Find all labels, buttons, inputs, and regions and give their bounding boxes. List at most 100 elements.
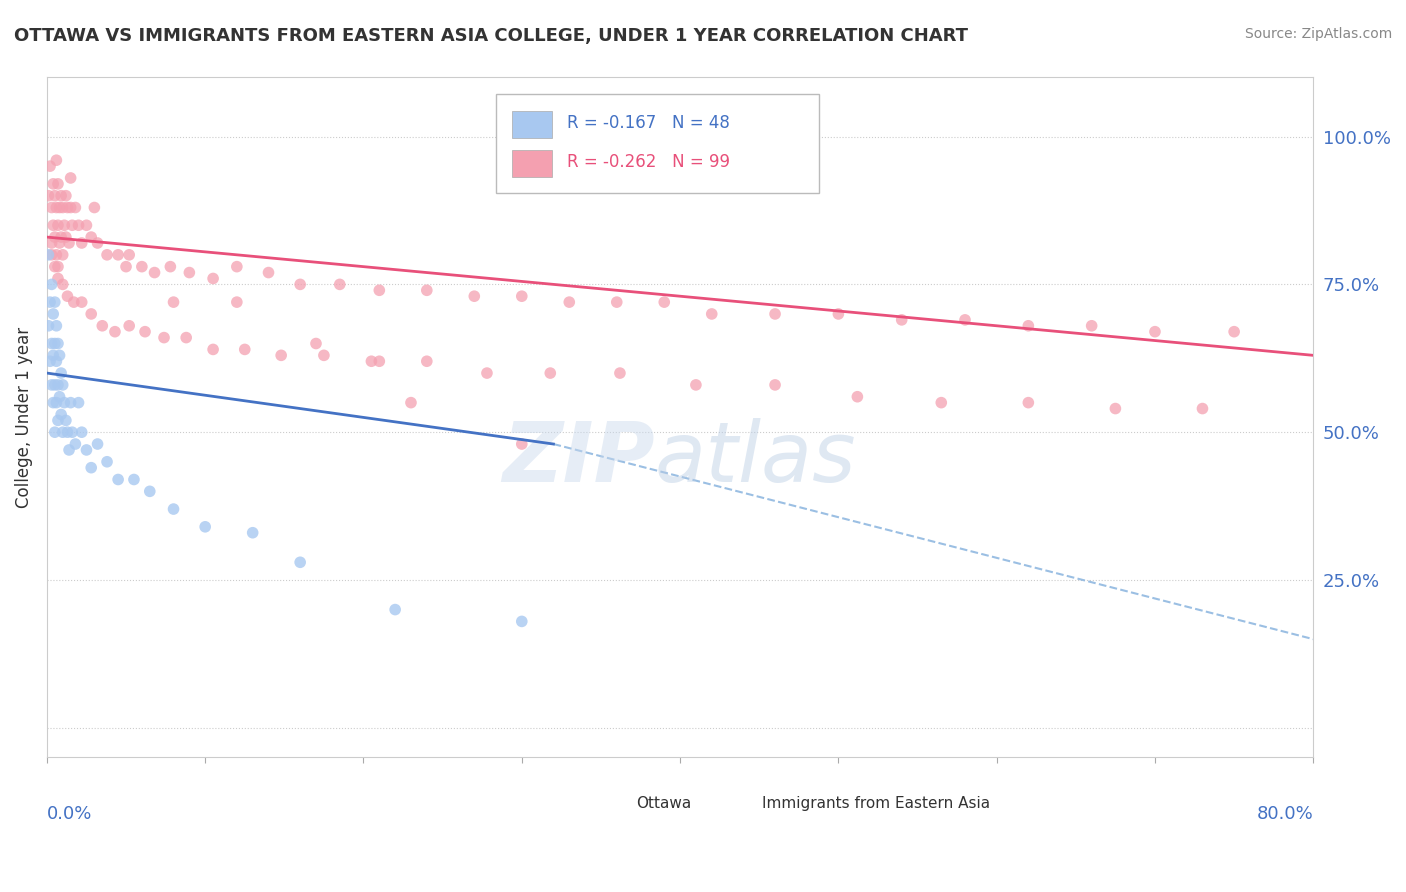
Bar: [598, 794, 630, 814]
Point: [104, 325, 127, 339]
Point: [86, 235, 108, 250]
Text: Ottawa: Ottawa: [636, 797, 690, 811]
Point: [59, 395, 82, 409]
Point: [288, 277, 311, 292]
Point: [91, 318, 114, 333]
Point: [67, 219, 90, 233]
Text: atlas: atlas: [655, 417, 856, 499]
Point: [288, 555, 311, 569]
Point: [202, 343, 225, 357]
Point: [159, 260, 181, 274]
Point: [118, 248, 141, 262]
Point: [46, 271, 69, 285]
Point: [118, 318, 141, 333]
Point: [41, 336, 63, 351]
Point: [558, 295, 581, 310]
Point: [270, 348, 292, 362]
Point: [49, 230, 72, 244]
Point: [37, 248, 59, 262]
Point: [58, 235, 80, 250]
Point: [538, 366, 561, 380]
Point: [305, 336, 328, 351]
Point: [49, 366, 72, 380]
Point: [174, 330, 197, 344]
Point: [194, 520, 217, 534]
Point: [62, 295, 84, 310]
Point: [48, 235, 70, 250]
Point: [56, 289, 79, 303]
Point: [162, 295, 184, 310]
Point: [44, 260, 66, 274]
Point: [75, 442, 97, 457]
Point: [45, 354, 67, 368]
Point: [162, 502, 184, 516]
Point: [48, 201, 70, 215]
Point: [107, 248, 129, 262]
Point: [475, 366, 498, 380]
Point: [52, 248, 75, 262]
Point: [416, 283, 439, 297]
Y-axis label: College, Under 1 year: College, Under 1 year: [15, 326, 32, 508]
Point: [65, 437, 87, 451]
Point: [49, 408, 72, 422]
Point: [52, 201, 75, 215]
Point: [96, 248, 118, 262]
Bar: [512, 111, 553, 138]
Point: [1080, 318, 1102, 333]
Point: [399, 395, 422, 409]
Point: [115, 260, 138, 274]
Point: [225, 260, 247, 274]
Text: Immigrants from Eastern Asia: Immigrants from Eastern Asia: [762, 797, 990, 811]
Point: [763, 378, 786, 392]
Text: R = -0.262   N = 99: R = -0.262 N = 99: [568, 153, 730, 171]
Point: [83, 201, 105, 215]
Point: [75, 219, 97, 233]
Text: Source: ZipAtlas.com: Source: ZipAtlas.com: [1244, 27, 1392, 41]
Point: [827, 307, 849, 321]
FancyBboxPatch shape: [496, 95, 820, 193]
Point: [42, 395, 65, 409]
Point: [368, 283, 391, 297]
Point: [41, 277, 63, 292]
Point: [55, 230, 77, 244]
Point: [416, 354, 439, 368]
Point: [67, 395, 90, 409]
Point: [929, 395, 952, 409]
Point: [384, 602, 406, 616]
Point: [46, 260, 69, 274]
Point: [48, 348, 70, 362]
Point: [70, 295, 93, 310]
Point: [1191, 401, 1213, 416]
Point: [329, 277, 352, 292]
Point: [80, 460, 103, 475]
Point: [39, 159, 62, 173]
Point: [131, 260, 153, 274]
Point: [609, 366, 631, 380]
Point: [55, 413, 77, 427]
Point: [510, 615, 533, 629]
Point: [46, 219, 69, 233]
Point: [1104, 401, 1126, 416]
Text: ZIP: ZIP: [502, 417, 655, 499]
Point: [510, 437, 533, 451]
Point: [80, 307, 103, 321]
Point: [52, 378, 75, 392]
Point: [44, 188, 66, 202]
Point: [70, 425, 93, 440]
Point: [46, 413, 69, 427]
Point: [139, 484, 162, 499]
Point: [46, 378, 69, 392]
Point: [42, 219, 65, 233]
Point: [225, 295, 247, 310]
Point: [37, 318, 59, 333]
Point: [49, 188, 72, 202]
Point: [510, 289, 533, 303]
Point: [257, 266, 280, 280]
Point: [179, 266, 201, 280]
Point: [56, 201, 79, 215]
Point: [45, 395, 67, 409]
Point: [368, 354, 391, 368]
Point: [45, 318, 67, 333]
Point: [52, 277, 75, 292]
Point: [39, 295, 62, 310]
